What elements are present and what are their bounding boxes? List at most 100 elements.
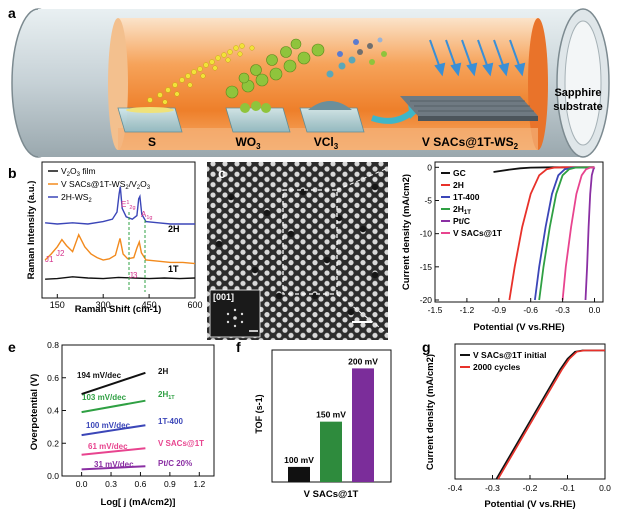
xtick-g-3: -0.1 — [560, 483, 575, 493]
label-s: S — [148, 135, 156, 149]
xlabel-e: Log[ j (mA/cm2)] — [101, 497, 176, 508]
vcl3-vapor-particles — [326, 37, 387, 78]
label-product: V SACs@1T-WS — [422, 135, 514, 149]
ylabel-e: Overpotential (V) — [29, 374, 40, 451]
xlabel-d: Potential (V vs.RHE) — [473, 322, 564, 333]
bar-label-f-2: 200 mV — [348, 356, 378, 366]
legend-d: GC 2H 1T-400 2H1T Pt/C V SACs@1T — [441, 168, 503, 238]
svg-text:V2O3 film: V2O3 film — [61, 166, 96, 178]
sapphire-substrate — [400, 96, 538, 121]
label-substrate-1: Sapphire — [554, 87, 601, 99]
legend-g-1: 2000 cycles — [473, 362, 521, 372]
bar-label-f-1: 150 mV — [316, 410, 346, 420]
peak-j1: J1 — [45, 255, 54, 264]
svg-text:2H-WS2: 2H-WS2 — [61, 192, 92, 204]
label-1t: 1T — [168, 264, 179, 274]
legend-d-5: V SACs@1T — [453, 228, 503, 238]
series-e-1 — [81, 399, 146, 414]
series-b-1 — [44, 233, 196, 265]
series-d-5 — [561, 166, 595, 301]
peak-a1g: A1g — [141, 210, 152, 221]
slope-1t400: 100 mV/dec — [86, 421, 131, 430]
panel-b: b 150 300 450 600 V2O3 film V SACs@1T-WS2/V… — [8, 161, 203, 315]
series-e-3 — [81, 447, 146, 456]
name-e-2h: 2H — [158, 367, 168, 376]
xtick-g-1: -0.3 — [485, 483, 500, 493]
panel-f-label: f — [236, 339, 241, 355]
legend-b-0: V — [61, 166, 67, 176]
series-d-1 — [508, 166, 595, 301]
label-wo3: WO — [235, 135, 256, 149]
ytick-e-2: 0.4 — [47, 406, 59, 416]
zoom-box — [282, 189, 338, 295]
xtick-e-2: 0.6 — [135, 479, 147, 489]
ytick-d-2: -10 — [420, 229, 433, 239]
plot-frame-e — [61, 344, 215, 477]
xtick-b-2: 450 — [142, 300, 157, 310]
boat-vcl3 — [299, 101, 365, 133]
svg-text:V SACs@1T-WS2/V2O3: V SACs@1T-WS2/V2O3 — [61, 179, 151, 191]
slope-2h: 194 mV/dec — [77, 371, 122, 380]
xtick-b-3: 600 — [187, 300, 202, 310]
series-b-0 — [45, 276, 196, 280]
xlabel-g: Potential (V vs.RHE) — [484, 499, 575, 510]
xtick-e-3: 0.9 — [164, 479, 176, 489]
xtick-d-3: -0.6 — [523, 305, 538, 315]
xtick-b-0: 150 — [50, 300, 65, 310]
ytick-d-0: 0 — [427, 162, 432, 172]
xtick-g-0: -0.4 — [448, 483, 463, 493]
svg-text:2H1T: 2H1T — [158, 390, 175, 401]
ytick-d-3: -15 — [420, 262, 433, 272]
series-b-2 — [45, 186, 195, 225]
xtick-d-1: -1.2 — [460, 305, 475, 315]
svg-text:WO3: WO3 — [235, 135, 261, 151]
panel-b-label: b — [8, 165, 17, 181]
peak-e2g: E12g — [121, 200, 136, 211]
ylabel-f: TOF (s-1) — [254, 394, 264, 433]
xtick-e-4: 1.2 — [193, 479, 205, 489]
wo3-vapor-particles — [225, 38, 325, 99]
xtick-g-4: 0.0 — [599, 483, 611, 493]
boat-wo3 — [225, 101, 291, 133]
zone-axis-label: [001] — [213, 292, 234, 302]
label-substrate-2: substrate — [553, 101, 603, 113]
panel-g: g -0.4 -0.3 -0.2 -0.1 0.0 V SACs@1T initial … — [422, 339, 611, 510]
slope-vsacs: 61 mV/dec — [88, 442, 128, 451]
name-e-ptc: Pt/C 20% — [158, 459, 192, 468]
legend-d-3: 2H — [453, 204, 464, 214]
xtick-b-1: 300 — [96, 300, 111, 310]
svg-text:V SACs@1T-WS2: V SACs@1T-WS2 — [422, 135, 519, 151]
xtick-d-5: 0.0 — [589, 305, 601, 315]
ytick-e-0: 0.0 — [47, 471, 59, 481]
bar-label-f-0: 100 mV — [284, 455, 314, 465]
plot-frame-b — [41, 161, 196, 299]
ylabel-b: Raman Intensity (a.u.) — [26, 181, 37, 280]
slope-ptc: 31 mV/dec — [94, 460, 134, 469]
series-e-2 — [81, 424, 146, 437]
series-e-4 — [81, 465, 146, 471]
panel-d: -1.5 -1.2 -0.9 -0.6 -0.3 0.0 0 -5 -10 -15 -20 GC 2… — [401, 161, 604, 333]
svg-text:2H1T: 2H1T — [453, 204, 471, 216]
legend-d-4: Pt/C — [453, 216, 470, 226]
legend-g: V SACs@1T initial 2000 cycles — [460, 350, 546, 372]
ylabel-g: Current density (mA/cm2) — [425, 354, 436, 470]
xtick-d-2: -0.9 — [491, 305, 506, 315]
panel-g-label: g — [422, 339, 431, 355]
ytick-e-4: 0.8 — [47, 340, 59, 350]
fft-inset — [209, 289, 261, 338]
peak-j2: J2 — [56, 249, 65, 258]
ytick-d-1: -5 — [424, 195, 432, 205]
label-vcl3: VCl — [314, 135, 334, 149]
panel-e-label: e — [8, 339, 16, 355]
xlabel-b: Raman Shift (cm-1) — [75, 304, 162, 315]
bar-f-0 — [288, 466, 310, 482]
name-e-2h1t: 2H — [158, 390, 168, 399]
xtick-d-4: -0.3 — [555, 305, 570, 315]
name-e-vsacs: V SACs@1T — [158, 439, 204, 448]
bar-f-1 — [320, 421, 342, 482]
ytick-e-1: 0.2 — [47, 438, 59, 448]
panel-a: a — [8, 5, 610, 158]
gas-flow-arrows — [429, 39, 526, 77]
legend-d-1: 2H — [453, 180, 464, 190]
